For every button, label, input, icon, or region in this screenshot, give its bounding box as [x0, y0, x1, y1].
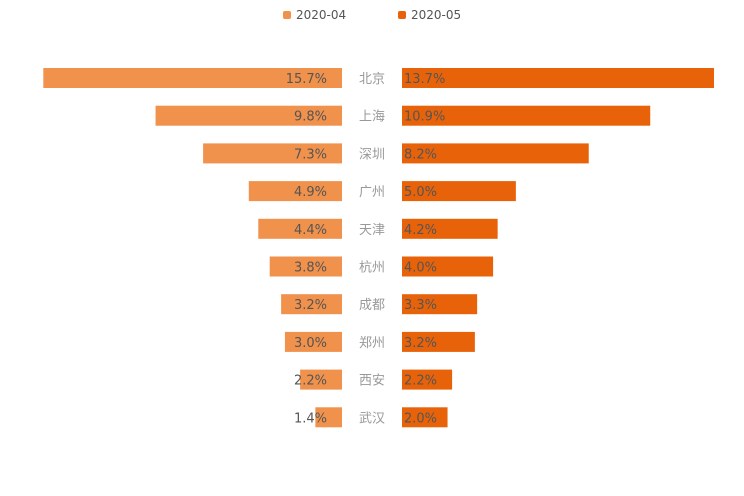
bar-2020-05 [402, 294, 478, 315]
category-label: 上海 [359, 110, 385, 125]
bar-2020-05 [402, 68, 714, 88]
bar-2020-04 [155, 105, 342, 126]
legend-swatch-icon [283, 11, 291, 19]
bar-2020-04 [248, 181, 342, 202]
legend-swatch-icon [398, 11, 406, 19]
legend-item-2020-04[interactable]: 2020-04 [283, 8, 346, 22]
legend-item-2020-05[interactable]: 2020-05 [398, 8, 461, 22]
bar-2020-04 [203, 143, 342, 164]
data-label-2020-04: 3.2% [294, 298, 327, 313]
data-label-2020-04: 9.8% [294, 110, 327, 125]
bar-2020-05 [402, 331, 475, 352]
data-label-2020-05: 2.2% [404, 374, 437, 389]
data-label-2020-04: 7.3% [294, 147, 327, 162]
data-label-2020-05: 4.0% [404, 261, 437, 276]
data-label-2020-05: 2.0% [404, 411, 437, 426]
category-label: 西安 [359, 374, 385, 389]
bar-2020-05 [402, 218, 498, 239]
bar-2020-04 [43, 68, 342, 88]
bar-2020-05 [402, 181, 516, 202]
category-label: 天津 [359, 223, 385, 238]
category-label: 成都 [359, 298, 385, 313]
data-label-2020-05: 4.2% [404, 223, 437, 238]
category-label: 北京 [359, 72, 385, 87]
data-label-2020-05: 3.3% [404, 298, 437, 313]
data-label-2020-04: 3.8% [294, 261, 327, 276]
legend: 2020-04 2020-05 [0, 8, 744, 24]
category-label: 杭州 [359, 261, 385, 276]
data-label-2020-04: 15.7% [286, 72, 327, 87]
data-label-2020-04: 3.0% [294, 336, 327, 351]
data-label-2020-05: 13.7% [404, 72, 445, 87]
data-label-2020-04: 2.2% [294, 374, 327, 389]
bar-2020-04 [269, 256, 342, 277]
bar-2020-05 [402, 143, 589, 164]
bar-2020-04 [258, 218, 342, 239]
data-label-2020-05: 3.2% [404, 336, 437, 351]
bar-2020-05 [402, 369, 453, 390]
data-label-2020-04: 4.9% [294, 185, 327, 200]
category-label: 广州 [359, 185, 385, 200]
bar-2020-05 [402, 407, 448, 428]
bar-2020-04 [281, 294, 342, 315]
data-label-2020-05: 8.2% [404, 147, 437, 162]
category-label: 郑州 [359, 336, 385, 351]
data-label-2020-04: 1.4% [294, 411, 327, 426]
bar-2020-04 [284, 331, 342, 352]
legend-label: 2020-04 [296, 8, 347, 22]
bar-2020-04 [315, 407, 342, 428]
category-label: 武汉 [359, 411, 385, 426]
data-label-2020-04: 4.4% [294, 223, 327, 238]
data-label-2020-05: 5.0% [404, 185, 437, 200]
bar-2020-04 [300, 369, 342, 390]
bar-2020-05 [402, 105, 651, 126]
bar-2020-05 [402, 256, 494, 277]
category-label: 深圳 [359, 147, 385, 162]
legend-label: 2020-05 [411, 8, 462, 22]
data-label-2020-05: 10.9% [404, 110, 445, 125]
